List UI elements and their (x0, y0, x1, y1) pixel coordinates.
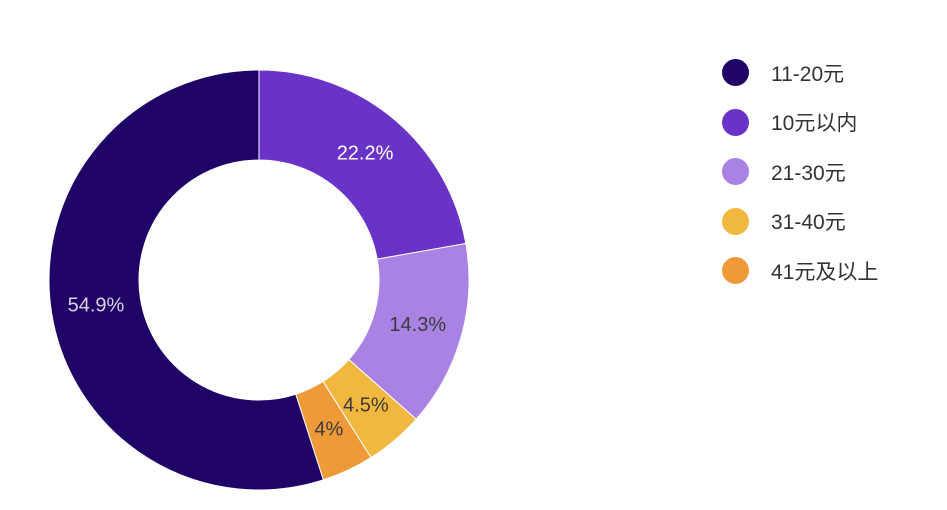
slice-label-4: 54.9% (68, 295, 125, 317)
slice-label-1: 14.3% (389, 314, 446, 336)
legend-item[interactable]: 11-20元 (722, 48, 878, 98)
slice-label-3: 4% (314, 418, 343, 440)
slice-label-0: 22.2% (337, 143, 394, 165)
legend-swatch (722, 59, 749, 87)
legend-swatch (722, 108, 749, 136)
legend-label: 10元以内 (771, 112, 858, 136)
legend-item[interactable]: 10元以内 (722, 98, 878, 148)
slice-0[interactable] (258, 69, 467, 260)
slice-4[interactable] (48, 69, 324, 491)
legend-label: 31-40元 (771, 211, 846, 235)
legend-label: 11-20元 (771, 62, 845, 86)
legend-label: 21-30元 (771, 161, 846, 185)
legend: 11-20元 10元以内 21-30元 31-40元 41元及以上 (722, 48, 878, 296)
legend-swatch (722, 257, 749, 285)
legend-label: 41元及以上 (771, 260, 879, 284)
legend-item[interactable]: 41元及以上 (722, 246, 878, 296)
legend-item[interactable]: 21-30元 (722, 147, 878, 197)
legend-item[interactable]: 31-40元 (722, 197, 878, 247)
legend-swatch (722, 207, 749, 235)
slice-label-2: 4.5% (343, 395, 389, 417)
legend-swatch (722, 158, 749, 186)
